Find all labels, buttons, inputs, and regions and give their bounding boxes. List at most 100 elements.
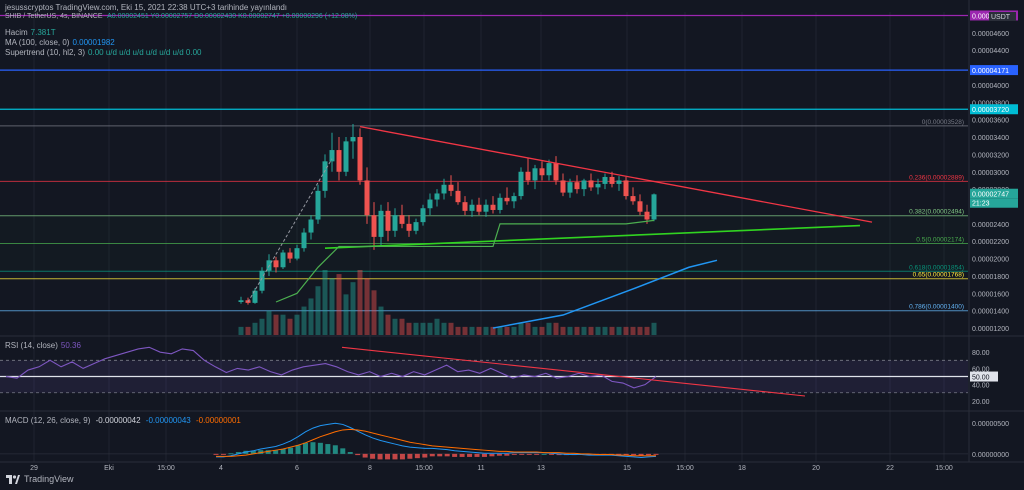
price-tick-label: 0.00001800: [972, 274, 1009, 281]
fib-level-label: 0.236(0.00002889): [909, 174, 964, 181]
volume-bar: [602, 326, 608, 335]
volume-bar: [567, 326, 573, 335]
macd-histogram-bar: [504, 453, 510, 456]
volume-bar: [434, 318, 440, 335]
candle: [280, 252, 286, 268]
macd-histogram-bar: [541, 453, 547, 455]
price-tick-label: 0.00003200: [972, 152, 1009, 159]
volume-bar: [322, 270, 328, 335]
time-tick-label: 15:00: [676, 465, 694, 472]
volume-bar: [371, 290, 377, 335]
volume-bar: [301, 306, 307, 335]
macd-histogram-bar: [407, 453, 413, 459]
volume-bar: [504, 326, 510, 335]
price-label-badge: [970, 188, 1018, 199]
price-label-text: 0.00004171: [972, 68, 1009, 75]
volume-bar: [357, 270, 363, 335]
rsi-trendline: [341, 346, 806, 397]
price-tick-label: 0.00003400: [972, 135, 1009, 142]
time-tick-label: 11: [477, 465, 484, 472]
volume-bar: [511, 326, 517, 335]
candle: [364, 180, 370, 216]
candle: [497, 197, 503, 210]
volume-bar: [392, 318, 398, 335]
macd-histogram-bar: [302, 442, 308, 454]
candle: [616, 180, 622, 184]
macd-histogram-bar: [616, 453, 622, 455]
candle: [259, 270, 265, 291]
candle: [518, 171, 524, 197]
volume-bar: [539, 326, 545, 335]
macd-histogram-bar: [549, 453, 555, 455]
macd-histogram-bar: [332, 445, 338, 454]
macd-histogram-bar: [377, 453, 383, 460]
candle: [476, 204, 482, 212]
supertrend-legend[interactable]: Supertrend (10, hl2, 3) 0.00 u/d u/d u/d …: [5, 48, 202, 57]
candle: [651, 194, 657, 220]
macd-histogram-bar: [399, 453, 405, 460]
macd-histogram-bar: [370, 453, 376, 459]
macd-histogram-bar: [213, 453, 219, 455]
candle: [371, 215, 377, 237]
fib-level-label: 0(0.00003528): [922, 119, 964, 126]
candle: [392, 215, 398, 231]
macd-histogram-bar: [444, 453, 450, 457]
price-tick-label: 0.00004000: [972, 83, 1009, 90]
candle: [644, 211, 650, 220]
tradingview-attribution[interactable]: TradingView: [6, 474, 74, 484]
volume-bar: [574, 326, 580, 335]
candle: [273, 260, 279, 268]
macd-histogram-bar: [511, 453, 517, 455]
volume-bar: [245, 326, 251, 335]
fib-level-label: 0.65(0.00001768): [913, 272, 964, 279]
macd-legend[interactable]: MACD (12, 26, close, 9) -0.00000042 -0.0…: [5, 416, 241, 425]
volume-bar: [399, 318, 405, 335]
candle: [329, 150, 335, 162]
countdown-badge: [970, 198, 1018, 208]
volume-bar: [581, 326, 587, 335]
candle: [434, 193, 440, 200]
macd-histogram-bar: [481, 453, 487, 457]
candle: [322, 161, 328, 191]
volume-legend[interactable]: Hacim 7.381T: [5, 28, 56, 37]
volume-bar: [252, 322, 258, 335]
price-label-text: 0.00003720: [972, 107, 1009, 114]
symbol-label[interactable]: SHIB / TetherUS, 4s, BINANCE: [5, 13, 103, 20]
volume-bar: [287, 318, 293, 335]
macd-histogram-bar: [355, 453, 361, 456]
brand-name: TradingView: [24, 474, 74, 484]
volume-bar: [525, 322, 531, 335]
candle: [462, 202, 468, 211]
macd-histogram-bar: [496, 453, 502, 456]
time-tick-label: 18: [738, 465, 746, 472]
candle: [546, 163, 552, 176]
volume-bar: [308, 298, 314, 335]
volume-bar: [343, 294, 349, 335]
candle: [637, 201, 643, 212]
rsi-legend[interactable]: RSI (14, close) 50.36: [5, 341, 81, 350]
candle: [602, 176, 608, 184]
time-tick-label: 8: [368, 465, 372, 472]
macd-histogram-bar: [586, 453, 592, 456]
macd-histogram-bar: [526, 453, 532, 455]
candle: [350, 137, 356, 142]
time-tick-label: 20: [812, 465, 820, 472]
tradingview-logo-icon: [6, 474, 20, 484]
rsi-tick-label: 40.00: [972, 383, 990, 390]
ma-legend[interactable]: MA (100, close, 0) 0.00001982: [5, 38, 115, 47]
macd-histogram-bar: [228, 453, 234, 455]
candle: [581, 180, 587, 190]
volume-bar: [455, 326, 461, 335]
candle: [308, 219, 314, 233]
macd-tick-label: 0.00000000: [972, 452, 1009, 459]
candle: [609, 176, 615, 184]
fib-level-label: 0.786(0.00001400): [909, 304, 964, 311]
macd-histogram-bar: [429, 453, 435, 457]
candle: [525, 171, 531, 181]
volume-bar: [378, 306, 384, 335]
triangle-upper-trendline: [359, 125, 873, 223]
volume-bar: [532, 326, 538, 335]
macd-histogram-bar: [653, 453, 659, 455]
macd-histogram-bar: [459, 453, 465, 457]
